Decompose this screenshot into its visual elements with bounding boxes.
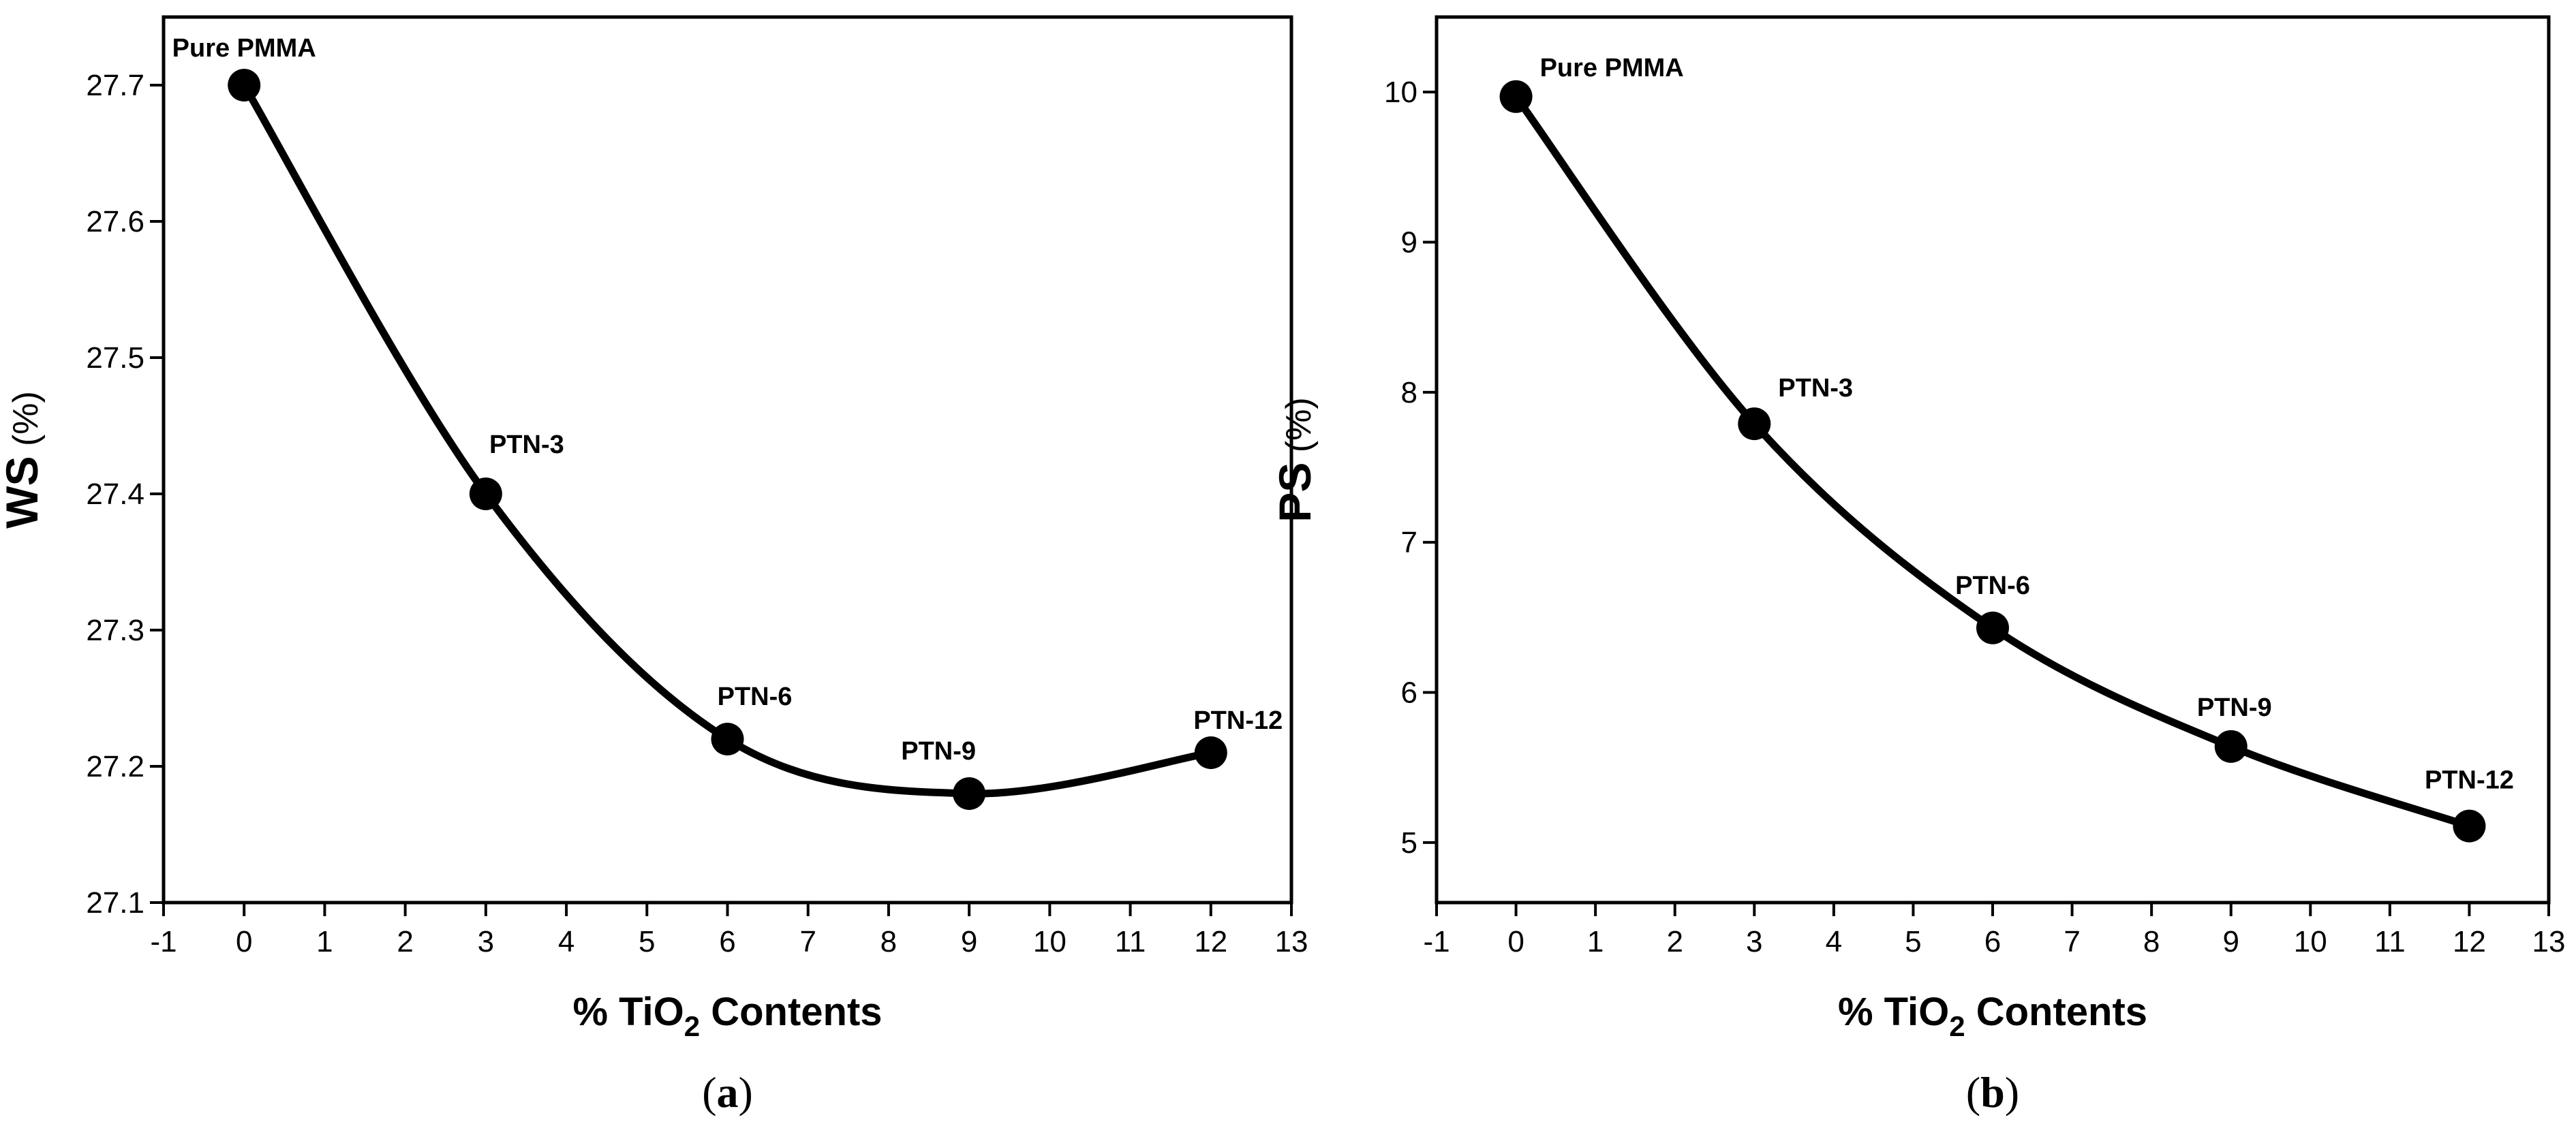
panel-caption: (a) xyxy=(702,1068,753,1116)
x-tick-label: 6 xyxy=(1984,925,2001,958)
data-label: Pure PMMA xyxy=(172,34,316,63)
plot-frame xyxy=(1435,15,2551,905)
x-axis-label: % TiO2 Contents xyxy=(1838,990,2147,1042)
y-tick-label: 7 xyxy=(1401,526,1417,559)
x-tick-label: 3 xyxy=(1746,925,1762,958)
x-tick-label: 4 xyxy=(558,925,574,958)
x-tick-label: 11 xyxy=(2374,925,2406,958)
series-line xyxy=(1512,93,2473,830)
y-axis-label: WS (%) xyxy=(0,391,47,529)
y-axis-label: PS (%) xyxy=(1270,397,1320,522)
data-point xyxy=(953,777,986,810)
x-tick-label: -1 xyxy=(1423,925,1450,958)
x-tick-label: 0 xyxy=(1507,925,1524,958)
data-label: PTN-9 xyxy=(901,737,976,766)
x-tick-label: 5 xyxy=(639,925,655,958)
x-tick-label: 6 xyxy=(719,925,735,958)
x-tick-label: 7 xyxy=(2064,925,2080,958)
data-label: Pure PMMA xyxy=(1540,54,1684,82)
x-tick-label: 8 xyxy=(2143,925,2160,958)
data-point xyxy=(1738,407,1771,441)
data-label: PTN-12 xyxy=(2425,766,2514,795)
y-tick-label: 27.2 xyxy=(86,750,144,783)
x-tick-label: 1 xyxy=(1587,925,1604,958)
x-tick-label: 2 xyxy=(397,925,413,958)
y-tick-label: 8 xyxy=(1401,376,1417,409)
y-tick-label: 27.7 xyxy=(86,69,144,102)
data-point xyxy=(469,478,502,510)
y-tick-label: 27.3 xyxy=(86,614,144,647)
y-tick-label: 27.5 xyxy=(86,341,144,375)
x-tick-label: 11 xyxy=(1115,925,1146,958)
data-point xyxy=(1194,736,1227,769)
x-tick-label: 1 xyxy=(316,925,333,958)
x-tick-label: 10 xyxy=(2294,925,2327,958)
x-tick-label: 2 xyxy=(1666,925,1683,958)
y-tick-label: 6 xyxy=(1401,676,1417,710)
data-label: PTN-6 xyxy=(718,683,793,711)
data-label: PTN-9 xyxy=(2197,693,2272,722)
x-tick-label: 9 xyxy=(961,925,977,958)
x-tick-label: 12 xyxy=(1194,925,1227,958)
x-tick-label: 0 xyxy=(236,925,252,958)
data-point xyxy=(228,69,261,101)
data-label: PTN-3 xyxy=(1778,374,1853,403)
x-tick-label: 8 xyxy=(880,925,897,958)
x-axis-label: % TiO2 Contents xyxy=(572,990,882,1042)
x-tick-label: 3 xyxy=(478,925,494,958)
x-tick-label: 12 xyxy=(2453,925,2486,958)
y-tick-label: 27.6 xyxy=(86,205,144,238)
x-tick-label: 13 xyxy=(1275,925,1308,958)
y-tick-label: 5 xyxy=(1401,826,1417,860)
data-label: PTN-12 xyxy=(1193,706,1283,735)
y-tick-label: 10 xyxy=(1384,76,1417,109)
data-label: PTN-6 xyxy=(1955,572,2030,600)
x-tick-label: 7 xyxy=(799,925,816,958)
x-tick-label: 13 xyxy=(2532,925,2566,958)
data-point xyxy=(2214,730,2248,763)
x-tick-label: 4 xyxy=(1826,925,1842,958)
data-label: PTN-3 xyxy=(489,431,564,459)
y-tick-label: 27.4 xyxy=(86,478,144,511)
data-point xyxy=(1499,80,1533,113)
y-tick-label: 27.1 xyxy=(86,886,144,920)
data-point xyxy=(2453,809,2486,843)
y-tick-label: 9 xyxy=(1401,226,1417,260)
data-point xyxy=(711,723,744,755)
panel-caption: (b) xyxy=(1966,1068,2019,1116)
x-tick-label: 9 xyxy=(2222,925,2239,958)
series-line xyxy=(240,81,1215,798)
x-tick-label: 10 xyxy=(1033,925,1067,958)
x-tick-label: -1 xyxy=(150,925,177,958)
chart-panel-a: -1 0 1 2 3 4 5 6 7 8 9 10 11 12 1327.127.227.327.427.5… xyxy=(0,15,1308,1116)
x-tick-label: 5 xyxy=(1905,925,1921,958)
data-point xyxy=(1976,611,2009,644)
